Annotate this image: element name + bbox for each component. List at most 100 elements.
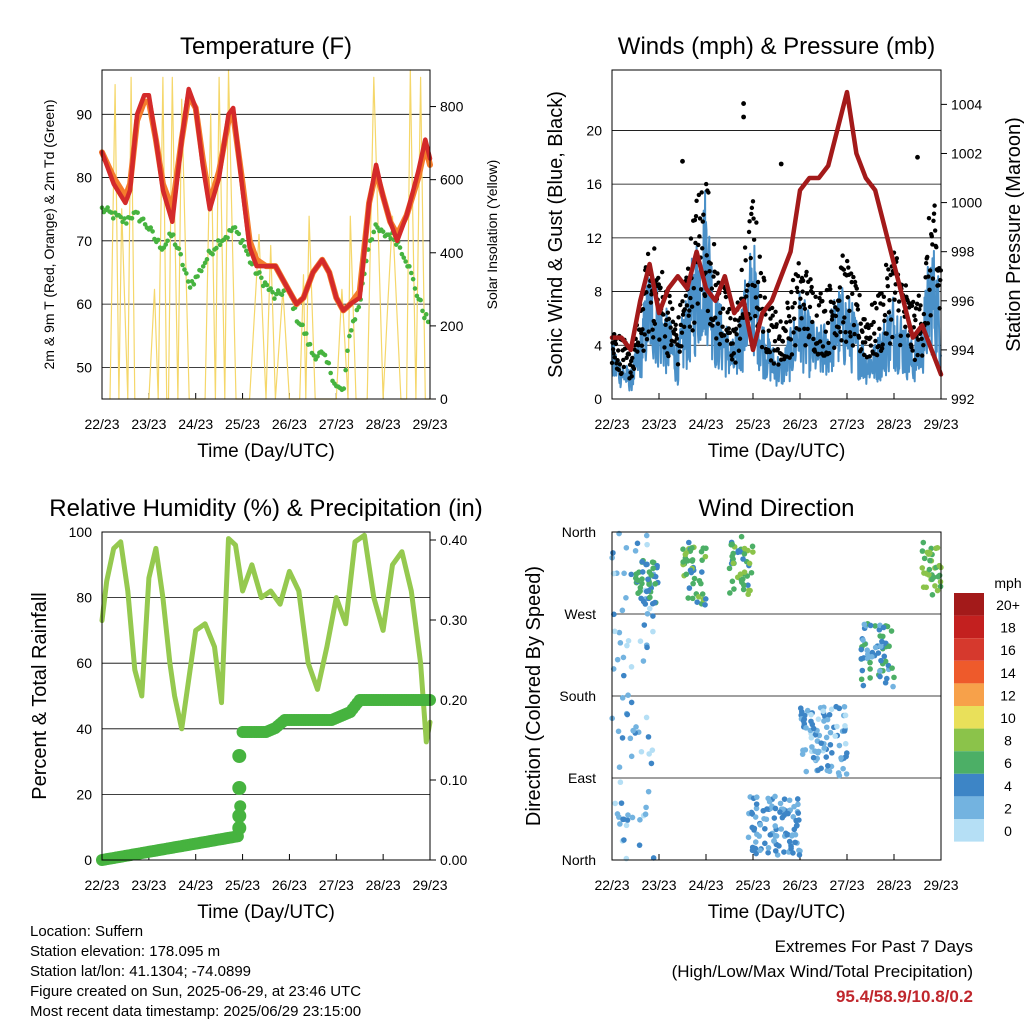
data-point — [725, 310, 730, 315]
data-point — [919, 565, 926, 571]
data-point — [809, 744, 815, 750]
data-point — [270, 289, 275, 295]
data-point — [643, 532, 650, 539]
data-point — [879, 638, 885, 645]
data-point — [887, 341, 893, 346]
data-point — [787, 355, 792, 360]
data-point — [753, 805, 760, 812]
data-point — [204, 257, 210, 262]
data-point — [180, 262, 185, 268]
data-point — [896, 308, 901, 313]
data-point — [860, 329, 865, 335]
data-point — [885, 276, 890, 281]
legend-swatch — [954, 660, 984, 684]
data-point — [412, 286, 418, 291]
data-point — [682, 307, 687, 312]
data-point — [623, 544, 630, 551]
data-point — [808, 734, 815, 741]
data-point — [679, 344, 684, 349]
data-point — [872, 300, 878, 306]
data-point — [677, 349, 682, 354]
data-point — [720, 324, 725, 329]
data-point — [232, 821, 247, 835]
data-point — [745, 582, 751, 588]
data-point — [849, 279, 854, 285]
data-point — [887, 297, 892, 303]
data-point — [259, 275, 264, 281]
data-point — [692, 320, 697, 325]
data-point — [881, 294, 887, 299]
data-point — [185, 279, 191, 284]
legend-swatch — [954, 593, 984, 616]
data-point — [729, 578, 736, 585]
data-point — [909, 303, 915, 309]
data-point — [644, 644, 650, 651]
data-point — [858, 676, 865, 683]
data-point — [687, 308, 692, 313]
data-point — [762, 825, 768, 832]
data-point — [757, 847, 763, 854]
data-point — [399, 251, 405, 257]
data-point — [624, 711, 631, 718]
data-point — [892, 290, 898, 295]
data-point — [645, 576, 651, 583]
data-point — [648, 300, 654, 305]
data-point — [751, 216, 756, 221]
data-point — [781, 849, 787, 855]
data-point — [820, 298, 825, 304]
plot-border — [611, 69, 942, 400]
y2-tick-label: 1000 — [951, 195, 982, 211]
data-point — [684, 303, 690, 308]
data-point — [837, 285, 843, 290]
x-tick-label: 27/23 — [829, 877, 864, 893]
data-point — [915, 352, 920, 358]
data-point — [859, 347, 864, 352]
data-point — [829, 309, 834, 314]
x-tick-label: 22/23 — [84, 877, 119, 893]
y-tick-label: 12 — [586, 230, 602, 246]
data-point — [824, 767, 831, 774]
x-tick-label: 24/23 — [178, 416, 213, 432]
data-point — [854, 286, 859, 291]
data-point — [852, 331, 857, 337]
y-tick-label: 4 — [594, 337, 602, 353]
data-point — [774, 322, 779, 327]
data-point — [842, 723, 848, 729]
data-point — [658, 285, 663, 290]
data-point — [894, 256, 900, 261]
data-point — [912, 357, 918, 363]
data-point — [646, 329, 651, 334]
data-point — [718, 310, 723, 315]
data-point — [616, 764, 623, 771]
data-point — [118, 214, 124, 220]
data-point — [303, 331, 309, 336]
y2-tick-label: 200 — [440, 318, 464, 334]
x-tick-label: 28/23 — [366, 416, 401, 432]
data-point — [720, 306, 726, 311]
data-point — [877, 668, 883, 674]
data-point — [748, 569, 755, 576]
data-point — [877, 326, 882, 332]
data-point — [752, 283, 757, 289]
data-point — [804, 291, 810, 296]
data-point — [772, 823, 779, 829]
data-point — [916, 337, 921, 342]
data-point — [846, 265, 851, 270]
data-point — [650, 613, 656, 619]
humidity-ylabel-left: Percent & Total Rainfall — [29, 592, 51, 800]
data-point — [240, 238, 245, 243]
data-point — [803, 768, 810, 775]
humidity-xlabel: Time (Day/UTC) — [197, 902, 335, 923]
legend-label: 4 — [1004, 778, 1012, 794]
data-point — [751, 237, 757, 242]
data-point — [898, 333, 903, 338]
data-point — [741, 114, 746, 120]
data-point — [715, 271, 720, 276]
data-point — [727, 306, 732, 312]
data-point — [829, 750, 835, 756]
data-point — [679, 330, 685, 335]
data-point — [617, 779, 624, 786]
data-point — [808, 711, 814, 718]
data-point — [772, 805, 779, 812]
data-point — [703, 181, 709, 187]
